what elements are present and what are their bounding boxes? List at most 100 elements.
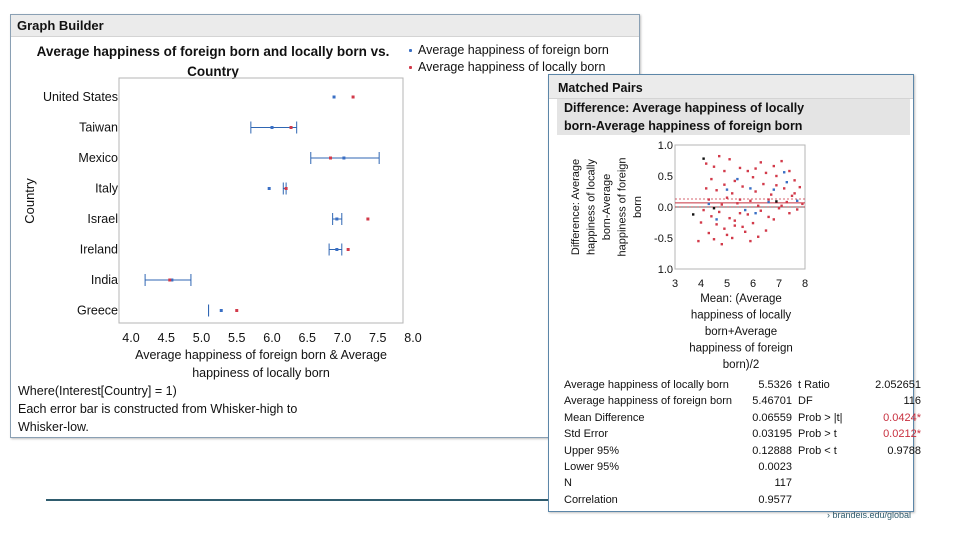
point-foreign-born[interactable] [219,309,223,312]
diff-point[interactable] [718,210,721,214]
point-locally-born[interactable] [366,217,370,221]
diff-point[interactable] [731,236,734,240]
diff-point-blue[interactable] [785,181,788,184]
diff-point[interactable] [754,190,757,193]
diff-point[interactable] [712,238,716,241]
diff-point[interactable] [707,231,710,235]
diff-point[interactable] [707,198,710,201]
diff-point[interactable] [793,179,796,182]
diff-point[interactable] [764,171,768,175]
diff-point[interactable] [770,193,773,196]
diff-point[interactable] [738,212,742,215]
diff-point-blue[interactable] [744,208,747,212]
diff-point[interactable] [699,221,703,224]
diff-point[interactable] [796,208,799,211]
point-locally-born[interactable] [289,126,293,129]
diff-point[interactable] [728,158,731,161]
diff-point[interactable] [751,176,755,179]
diff-point[interactable] [733,224,736,227]
diff-point[interactable] [697,239,700,243]
diff-point[interactable] [710,215,713,218]
point-locally-born[interactable] [346,248,350,251]
diff-point[interactable] [775,174,778,178]
diff-point[interactable] [731,192,734,195]
diff-point[interactable] [712,165,716,168]
diff-point[interactable] [764,229,768,232]
point-foreign-born[interactable] [335,248,339,251]
diff-point[interactable] [738,198,742,201]
difference-plot[interactable]: 1.0 0.5 0.0 -0.5 1.0 3 4 5 6 7 8 Difference: Aver… [549,75,913,375]
diff-point[interactable] [705,187,708,190]
diff-point[interactable] [793,192,796,195]
diff-point[interactable] [725,196,729,199]
diff-point[interactable] [775,184,778,187]
matched-pairs-window[interactable]: Matched Pairs Difference: Average happin… [548,74,921,512]
diff-point[interactable] [759,209,762,212]
diff-point[interactable] [725,233,729,237]
diff-point[interactable] [720,243,723,246]
diff-point[interactable] [715,223,718,226]
diff-point[interactable] [728,216,731,220]
legend[interactable]: Average happiness of foreign born Averag… [409,42,609,76]
diff-point[interactable] [772,164,775,168]
diff-point[interactable] [720,203,723,206]
point-locally-born[interactable] [168,278,172,282]
diff-point[interactable] [723,169,726,173]
point-foreign-born[interactable] [332,95,336,99]
point-foreign-born[interactable] [170,278,174,282]
legend-item-foreign[interactable]: Average happiness of foreign born [409,42,609,59]
matched-pairs-title-bar[interactable]: Matched Pairs [549,75,913,99]
diff-point[interactable] [772,218,775,221]
diff-point[interactable] [790,194,794,198]
diff-point[interactable] [749,199,752,202]
diff-point[interactable] [762,182,765,186]
diff-point[interactable] [757,204,760,207]
diff-point-blue[interactable] [783,171,786,174]
dot-plot[interactable]: United States Taiwan Mexico Italy Israel Irel… [11,15,639,435]
diff-point[interactable] [715,189,718,192]
diff-point-blue[interactable] [796,199,799,202]
diff-point-blue[interactable] [767,200,770,204]
point-foreign-born[interactable] [267,187,271,190]
diff-point-blue[interactable] [772,188,775,191]
diff-point[interactable] [738,166,742,170]
diff-point[interactable] [757,235,760,238]
point-locally-born[interactable] [329,156,333,160]
diff-point[interactable] [723,183,726,186]
diff-point[interactable] [746,169,749,173]
diff-point[interactable] [780,159,783,163]
diff-point[interactable] [767,215,770,219]
diff-point-blue[interactable] [754,212,757,215]
diff-point[interactable] [788,169,791,173]
diff-point[interactable] [710,177,713,181]
diff-point[interactable] [798,185,801,189]
diff-point[interactable] [777,207,781,210]
graph-builder-title-bar[interactable]: Graph Builder [11,15,639,37]
diff-point[interactable] [746,213,749,216]
diff-point[interactable] [733,179,736,183]
diff-point[interactable] [718,154,721,158]
diff-point[interactable] [767,198,770,201]
diff-point-blue[interactable] [736,177,739,181]
diff-point-blue[interactable] [715,218,718,221]
diff-point[interactable] [736,202,739,205]
diff-point[interactable] [744,230,747,233]
point-foreign-born[interactable] [335,217,339,221]
diff-point-blue[interactable] [725,188,729,191]
legend-item-locally[interactable]: Average happiness of locally born [409,59,609,76]
diff-point[interactable] [783,187,786,190]
point-locally-born[interactable] [284,187,288,190]
diff-point[interactable] [702,208,705,212]
graph-builder-window[interactable]: Graph Builder Average happiness of forei… [10,14,640,438]
diff-point[interactable] [749,239,752,243]
diff-point-black[interactable] [712,207,716,210]
point-foreign-born[interactable] [270,126,274,129]
diff-point[interactable] [723,227,726,230]
point-foreign-born[interactable] [342,156,346,160]
diff-point-black[interactable] [692,213,695,216]
diff-point[interactable] [754,167,757,170]
diff-point[interactable] [780,204,783,207]
diff-point[interactable] [741,225,744,229]
diff-point-blue[interactable] [749,187,752,190]
diff-point[interactable] [788,212,791,215]
